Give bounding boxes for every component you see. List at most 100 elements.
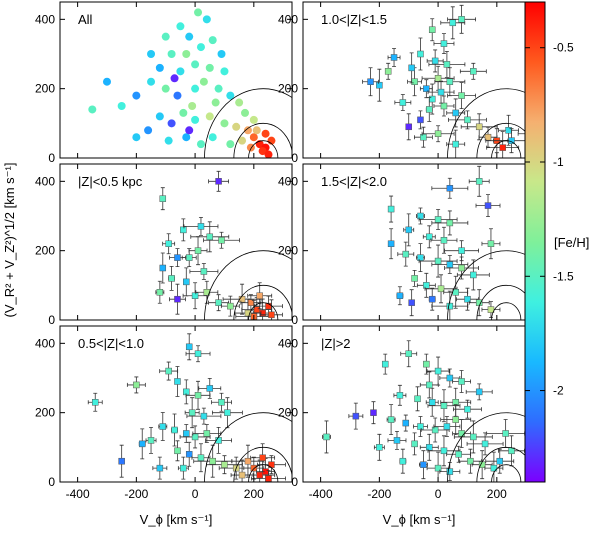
data-point — [183, 278, 190, 286]
data-point — [431, 426, 439, 434]
y-tick-label: 200 — [35, 82, 55, 96]
y-tick-label: 400 — [35, 336, 55, 350]
y-tick-label: 400 — [278, 12, 298, 26]
panel: 0 200 400 1.5<|Z|<2.0 — [278, 163, 536, 327]
data-point — [218, 237, 225, 244]
panel-label: 1.0<|Z|<1.5 — [321, 12, 387, 27]
data-point — [426, 233, 433, 241]
data-point — [387, 416, 395, 423]
reference-circle — [233, 123, 292, 158]
data-point — [188, 102, 197, 110]
x-tick-label: 0 — [435, 487, 442, 501]
x-tick-label: 200 — [487, 487, 507, 501]
data-point — [208, 133, 217, 142]
data-point — [420, 461, 427, 468]
data-point — [208, 36, 217, 45]
data-point — [194, 350, 202, 357]
data-point — [155, 63, 164, 72]
data-point — [428, 295, 436, 303]
data-point — [323, 433, 330, 441]
data-point — [256, 292, 263, 299]
data-point — [176, 22, 185, 31]
data-point — [174, 378, 181, 385]
data-point — [458, 378, 465, 385]
data-point — [261, 129, 270, 138]
data-point — [132, 133, 141, 142]
data-point — [437, 88, 445, 96]
data-point — [170, 74, 179, 83]
y-tick-label: 200 — [278, 244, 298, 258]
x-tick-label: -200 — [367, 487, 391, 501]
data-point — [196, 140, 205, 149]
data-point — [144, 126, 153, 135]
panel-plot-area — [155, 170, 292, 320]
data-point — [440, 237, 448, 244]
data-point — [475, 299, 483, 306]
panel-frame — [59, 325, 293, 483]
panel-plot-area — [88, 8, 292, 158]
data-point — [470, 68, 477, 75]
data-point — [440, 40, 448, 47]
data-point — [102, 77, 111, 86]
data-point — [458, 247, 465, 254]
data-point — [475, 123, 483, 131]
reference-circle — [248, 140, 279, 158]
data-point — [405, 226, 412, 234]
data-point — [185, 451, 193, 458]
data-point — [426, 444, 433, 451]
data-point — [164, 136, 173, 145]
data-point — [156, 464, 164, 472]
data-point — [238, 136, 247, 145]
panel-plot-area — [362, 4, 535, 158]
data-point — [390, 54, 398, 61]
data-point — [220, 67, 229, 76]
data-point — [505, 127, 512, 134]
data-point — [211, 98, 220, 107]
data-point — [487, 306, 495, 313]
data-point — [449, 19, 457, 27]
data-point — [243, 126, 252, 135]
data-point — [173, 91, 182, 100]
data-point — [203, 430, 211, 437]
data-point — [205, 112, 214, 121]
data-point — [155, 112, 164, 121]
data-point — [475, 178, 483, 185]
y-tick-label: 400 — [35, 174, 55, 188]
data-point — [484, 202, 492, 209]
colorbar-tick-label: -1.5 — [553, 269, 574, 283]
panel-label: 1.5<|Z|<2.0 — [321, 174, 387, 189]
data-point — [249, 133, 258, 142]
data-point — [446, 302, 454, 310]
data-point — [426, 381, 433, 389]
data-point — [209, 457, 216, 465]
colorbar-label: [Fe/H] — [554, 235, 589, 250]
data-point — [417, 254, 424, 261]
data-point — [396, 392, 404, 399]
data-point — [156, 289, 164, 296]
panel-frame — [59, 1, 293, 159]
y-tick-label: 0 — [291, 475, 298, 489]
data-point — [452, 416, 459, 423]
data-point — [194, 247, 202, 254]
data-point — [458, 16, 465, 23]
data-point — [185, 343, 193, 351]
y-tick-label: 0 — [48, 313, 55, 327]
data-point — [232, 122, 241, 131]
y-tick-label: 200 — [35, 406, 55, 420]
data-point — [502, 430, 509, 437]
y-tick-label: 0 — [291, 151, 298, 165]
x-tick-label: -400 — [66, 487, 90, 501]
data-point — [408, 299, 415, 306]
data-point — [206, 385, 214, 392]
reference-circle — [248, 464, 279, 482]
data-point — [417, 212, 424, 220]
data-point — [147, 437, 155, 444]
data-point — [402, 419, 410, 427]
data-point — [167, 50, 176, 58]
y-tick-label: 200 — [35, 244, 55, 258]
y-tick-label: 0 — [48, 151, 55, 165]
data-point — [167, 119, 176, 128]
x-axis-label: V_ϕ [km s⁻¹] — [140, 512, 213, 527]
data-point — [182, 50, 191, 58]
data-point — [428, 26, 436, 33]
